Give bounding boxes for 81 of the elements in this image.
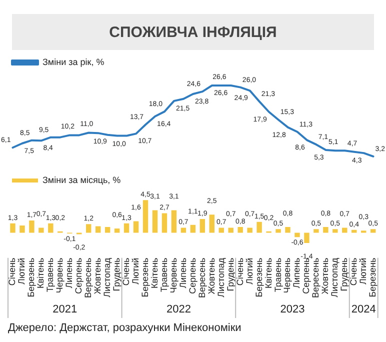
x-tick-label: Лютий	[244, 258, 254, 284]
bar	[48, 223, 54, 233]
bar	[256, 222, 262, 233]
bar	[29, 220, 34, 233]
bar	[323, 227, 328, 233]
x-tick-label: Грудень	[225, 258, 236, 292]
bar	[304, 232, 310, 243]
bar	[86, 224, 92, 233]
x-tick-label: Вересень	[310, 258, 321, 298]
bar	[133, 221, 139, 233]
chart-title: СПОЖИВЧА ІНФЛЯЦІЯ	[12, 14, 374, 50]
bar	[247, 228, 252, 233]
x-tick-label: Березень	[26, 258, 36, 298]
x-tick-label: Травень	[158, 258, 169, 292]
bar	[95, 226, 101, 233]
x-tick-label: Травень	[45, 258, 56, 292]
x-tick-label: Липень	[292, 258, 302, 288]
bar	[38, 228, 44, 233]
x-tick-label: Вересень	[196, 258, 207, 298]
bar	[200, 219, 206, 233]
x-tick-label: Липень	[64, 258, 74, 288]
bar	[276, 229, 281, 233]
bar	[124, 223, 130, 233]
x-tick-label: Січень	[121, 258, 132, 286]
bar	[142, 200, 148, 233]
x-tick-label: Серпень	[74, 258, 84, 294]
x-tick-label: Жовтень	[92, 258, 103, 294]
x-tick-label: Липень	[178, 258, 188, 288]
text: 2021	[52, 304, 78, 316]
bar	[352, 230, 357, 233]
x-tick-label: Березень	[254, 258, 264, 298]
bar	[180, 228, 186, 233]
x-tick-label: Квітень	[149, 258, 160, 289]
text: 2023	[280, 304, 305, 316]
x-tick-label: Жовтень	[320, 258, 330, 294]
bar	[152, 210, 158, 233]
x-tick-label: Квітень	[263, 258, 274, 289]
x-tick-label: Січень	[348, 258, 359, 286]
legend-label: Зміни за рік, %	[42, 56, 104, 67]
x-tick-label: Серпень	[301, 258, 312, 294]
legend-label: Зміни за місяць, %	[42, 174, 121, 185]
x-tick-label: Вересень	[83, 258, 94, 298]
bar	[285, 227, 290, 233]
x-tick-label: Лютий	[130, 258, 141, 284]
x-tick-label: Червень	[54, 258, 65, 294]
x-tick-label: Лютий	[358, 258, 368, 284]
bar	[238, 227, 243, 233]
bar	[10, 223, 16, 233]
x-tick-label: Листопад	[216, 257, 226, 298]
x-tick-label: Червень	[282, 258, 292, 294]
bar	[171, 210, 177, 233]
bar	[228, 228, 234, 233]
x-tick-label: Січень	[234, 258, 245, 286]
x-tick-label: Листопад	[330, 257, 340, 298]
bar	[209, 214, 214, 233]
x-tick-label: Січень	[7, 258, 18, 286]
x-tick-label: Лютий	[16, 258, 27, 284]
bar	[314, 229, 319, 233]
bar	[104, 227, 110, 233]
bar	[162, 213, 168, 233]
text: 2024	[351, 304, 376, 316]
x-tick-label: Грудень	[339, 258, 350, 292]
bar	[20, 226, 25, 233]
x-tick-label: Квітень	[36, 258, 46, 289]
bar	[332, 229, 338, 233]
bar	[370, 229, 376, 233]
x-tick-label: Грудень	[112, 258, 122, 292]
bar	[114, 228, 120, 233]
x-tick-label: Травень	[272, 258, 283, 292]
text: 2022	[166, 304, 191, 316]
x-tick-label: Березень	[140, 258, 150, 298]
text: Джерело: Держстат, розрахунки Мінекономіки	[8, 322, 242, 334]
bar	[218, 228, 224, 233]
x-tick-label: Листопад	[102, 257, 112, 298]
bar	[190, 224, 196, 233]
x-tick-label: Жовтень	[206, 258, 216, 294]
bar	[294, 232, 300, 238]
x-tick-label: Березень	[368, 258, 378, 298]
x-tick-label: Червень	[168, 258, 178, 294]
x-tick-label: Серпень	[187, 258, 198, 294]
bar	[342, 228, 348, 233]
